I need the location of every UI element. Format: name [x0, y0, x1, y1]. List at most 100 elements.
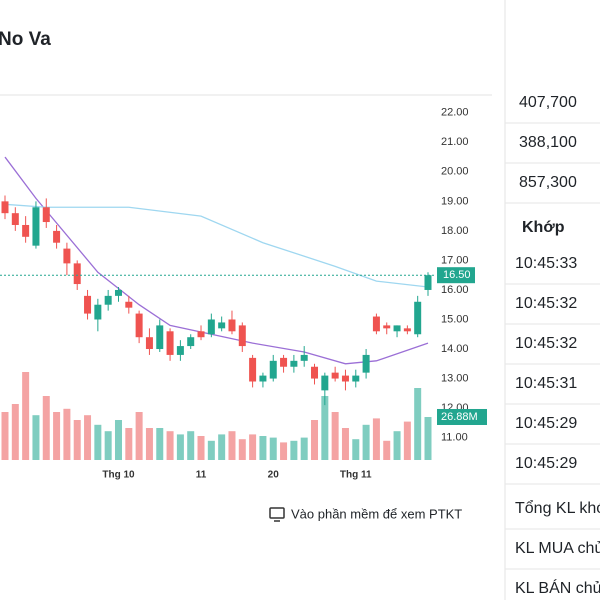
volume-bar [1, 412, 9, 460]
volume-bar [114, 420, 122, 460]
candle-body [145, 337, 153, 350]
candle-body [63, 248, 71, 264]
volume-bar [176, 434, 184, 460]
ptkt-link-text[interactable]: Vào phần mềm để xem PTKT [291, 506, 462, 521]
match-time: 10:45:29 [515, 455, 577, 472]
candle-body [269, 360, 277, 379]
match-time: 10:45:32 [515, 295, 577, 312]
volume-bar [53, 412, 61, 460]
volume-bar [393, 431, 401, 460]
candle-body [228, 319, 236, 332]
volume-bar [331, 412, 339, 460]
volume-bar [372, 418, 380, 460]
volume-bar [218, 434, 226, 460]
monitor-icon [269, 507, 285, 522]
moving-average [4, 203, 429, 288]
volume-bar [362, 424, 370, 460]
volume-bar [280, 442, 288, 460]
candle-body [84, 295, 92, 314]
match-time: 10:45:33 [515, 255, 577, 272]
candle-body [53, 230, 61, 243]
candle-body [207, 319, 215, 335]
volume-bar [84, 415, 92, 460]
candle-body [42, 207, 50, 223]
volume-bar [63, 408, 71, 460]
volume-bar [238, 439, 246, 460]
summary-label: Tổng KL khớp [515, 499, 600, 517]
summary-label: KL BÁN chủ động [515, 578, 600, 597]
match-time: 10:45:32 [515, 335, 577, 352]
candle-body [321, 375, 329, 391]
volume-bar [269, 437, 277, 460]
volume-bar [104, 431, 112, 460]
candle-body [238, 325, 246, 347]
volume-bar [207, 440, 215, 460]
volume-bar [321, 396, 329, 460]
candle-body [94, 304, 102, 320]
volume-bar [73, 420, 81, 460]
candle-body [403, 328, 411, 332]
candle-body [383, 325, 391, 329]
x-tick-label: 20 [268, 470, 280, 481]
volume-bar [11, 404, 19, 460]
side-panel: 407,700 388,100 857,300 Khớp 10:45:33 10:45:3… [505, 94, 600, 597]
last-price-badge [437, 267, 475, 284]
candlestick-chart: 22.00 21.00 20.00 19.00 18.00 17.00 16.00 15.00… [0, 107, 487, 481]
volume-bar [32, 415, 40, 460]
volume-badge [437, 408, 487, 425]
y-tick-label: 20.00 [441, 166, 469, 178]
last-price-label: 16.50 [443, 269, 471, 281]
candle-body [125, 301, 133, 308]
volume-bar [311, 420, 319, 460]
volume-bar [424, 416, 432, 460]
y-tick-label: 13.00 [441, 372, 469, 384]
y-tick-label: 22.00 [441, 107, 469, 119]
volume-bar [166, 431, 174, 460]
candle-body [73, 263, 81, 285]
volume-bar [187, 431, 195, 460]
candle-body [218, 322, 226, 329]
stock-title: No Va [0, 29, 51, 50]
volume-bar [94, 424, 102, 460]
y-tick-label: 18.00 [441, 225, 469, 237]
candle-body [311, 366, 319, 379]
y-tick-label: 21.00 [441, 136, 469, 148]
candle-body [22, 224, 30, 237]
candle-body [341, 375, 349, 382]
volume-bar [403, 421, 411, 460]
volume-bar [352, 439, 360, 460]
candle-body [249, 357, 257, 382]
y-tick-label: 15.00 [441, 313, 469, 325]
summary-label: KL MUA chủ động [515, 540, 600, 557]
volume-bar [290, 440, 298, 460]
x-tick-label: Thg 11 [340, 470, 372, 481]
candle-body [32, 207, 40, 246]
candle-body [300, 354, 308, 361]
candle-body [352, 375, 360, 382]
candle-body [11, 213, 19, 225]
match-header: Khớp [522, 219, 565, 236]
volume-bar [383, 440, 391, 460]
volume-bar [228, 431, 236, 460]
candle-body [104, 295, 112, 305]
candle-body [1, 201, 9, 214]
candle-body [166, 331, 174, 355]
volume-bar [125, 428, 133, 460]
candle-body [372, 316, 380, 332]
candle-body [259, 375, 267, 382]
x-tick-label: 11 [196, 470, 207, 481]
candle-body [135, 313, 143, 338]
volume-bar [300, 437, 308, 460]
volume-bar [197, 436, 205, 460]
ptkt-link[interactable]: Vào phần mềm để xem PTKT [269, 506, 462, 522]
candle-body [424, 275, 432, 290]
volume-bar [145, 428, 153, 460]
volume-label: 26.88M [441, 411, 478, 423]
volume-bar [22, 372, 30, 460]
match-time: 10:45:31 [515, 375, 577, 392]
volume-value: 857,300 [519, 174, 577, 191]
volume-value: 407,700 [519, 94, 577, 111]
volume-bar [414, 388, 422, 460]
